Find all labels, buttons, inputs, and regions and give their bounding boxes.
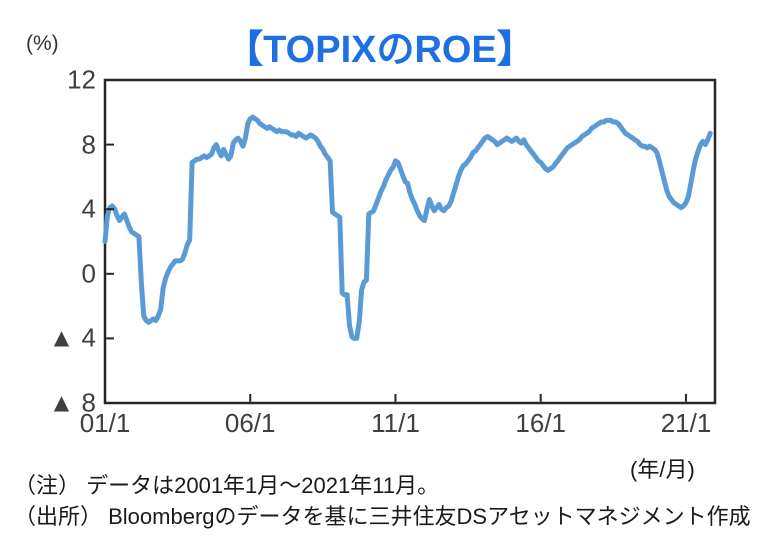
y-tick-label: 12 <box>67 64 96 95</box>
x-tick-label: 06/1 <box>224 408 276 438</box>
note-source: （出所） Bloombergのデータを基に三井住友DSアセットマネジメント作成 <box>14 504 751 529</box>
y-tick-label: 0 <box>81 258 96 289</box>
plot-area <box>102 78 717 405</box>
y-tick-label: 4 <box>81 193 96 224</box>
y-tick-label: 8 <box>81 129 96 160</box>
x-tick-label: 11/1 <box>371 408 420 438</box>
y-tick-label: ▲ 8 <box>48 387 96 418</box>
x-axis-unit-label: (年/月) <box>630 457 695 482</box>
line-chart-canvas <box>102 78 717 405</box>
x-tick-label: 01/1 <box>79 408 131 438</box>
x-axis-labels: 01/1 06/1 11/1 16/1 21/1 <box>80 408 715 440</box>
x-tick-label: 16/1 <box>515 408 566 438</box>
y-tick-label: ▲ 4 <box>48 322 96 353</box>
y-axis-unit-label: (%) <box>26 32 59 55</box>
roe-line-series <box>102 114 713 341</box>
x-tick-label: 21/1 <box>660 408 712 438</box>
note-data-range: （注） データは2001年1月～2021年11月。 <box>14 473 440 498</box>
y-axis-labels: 12 8 4 0 ▲ 4 ▲ 8 <box>0 65 96 418</box>
chart-title: 【TOPIXのROE】 <box>225 29 535 71</box>
